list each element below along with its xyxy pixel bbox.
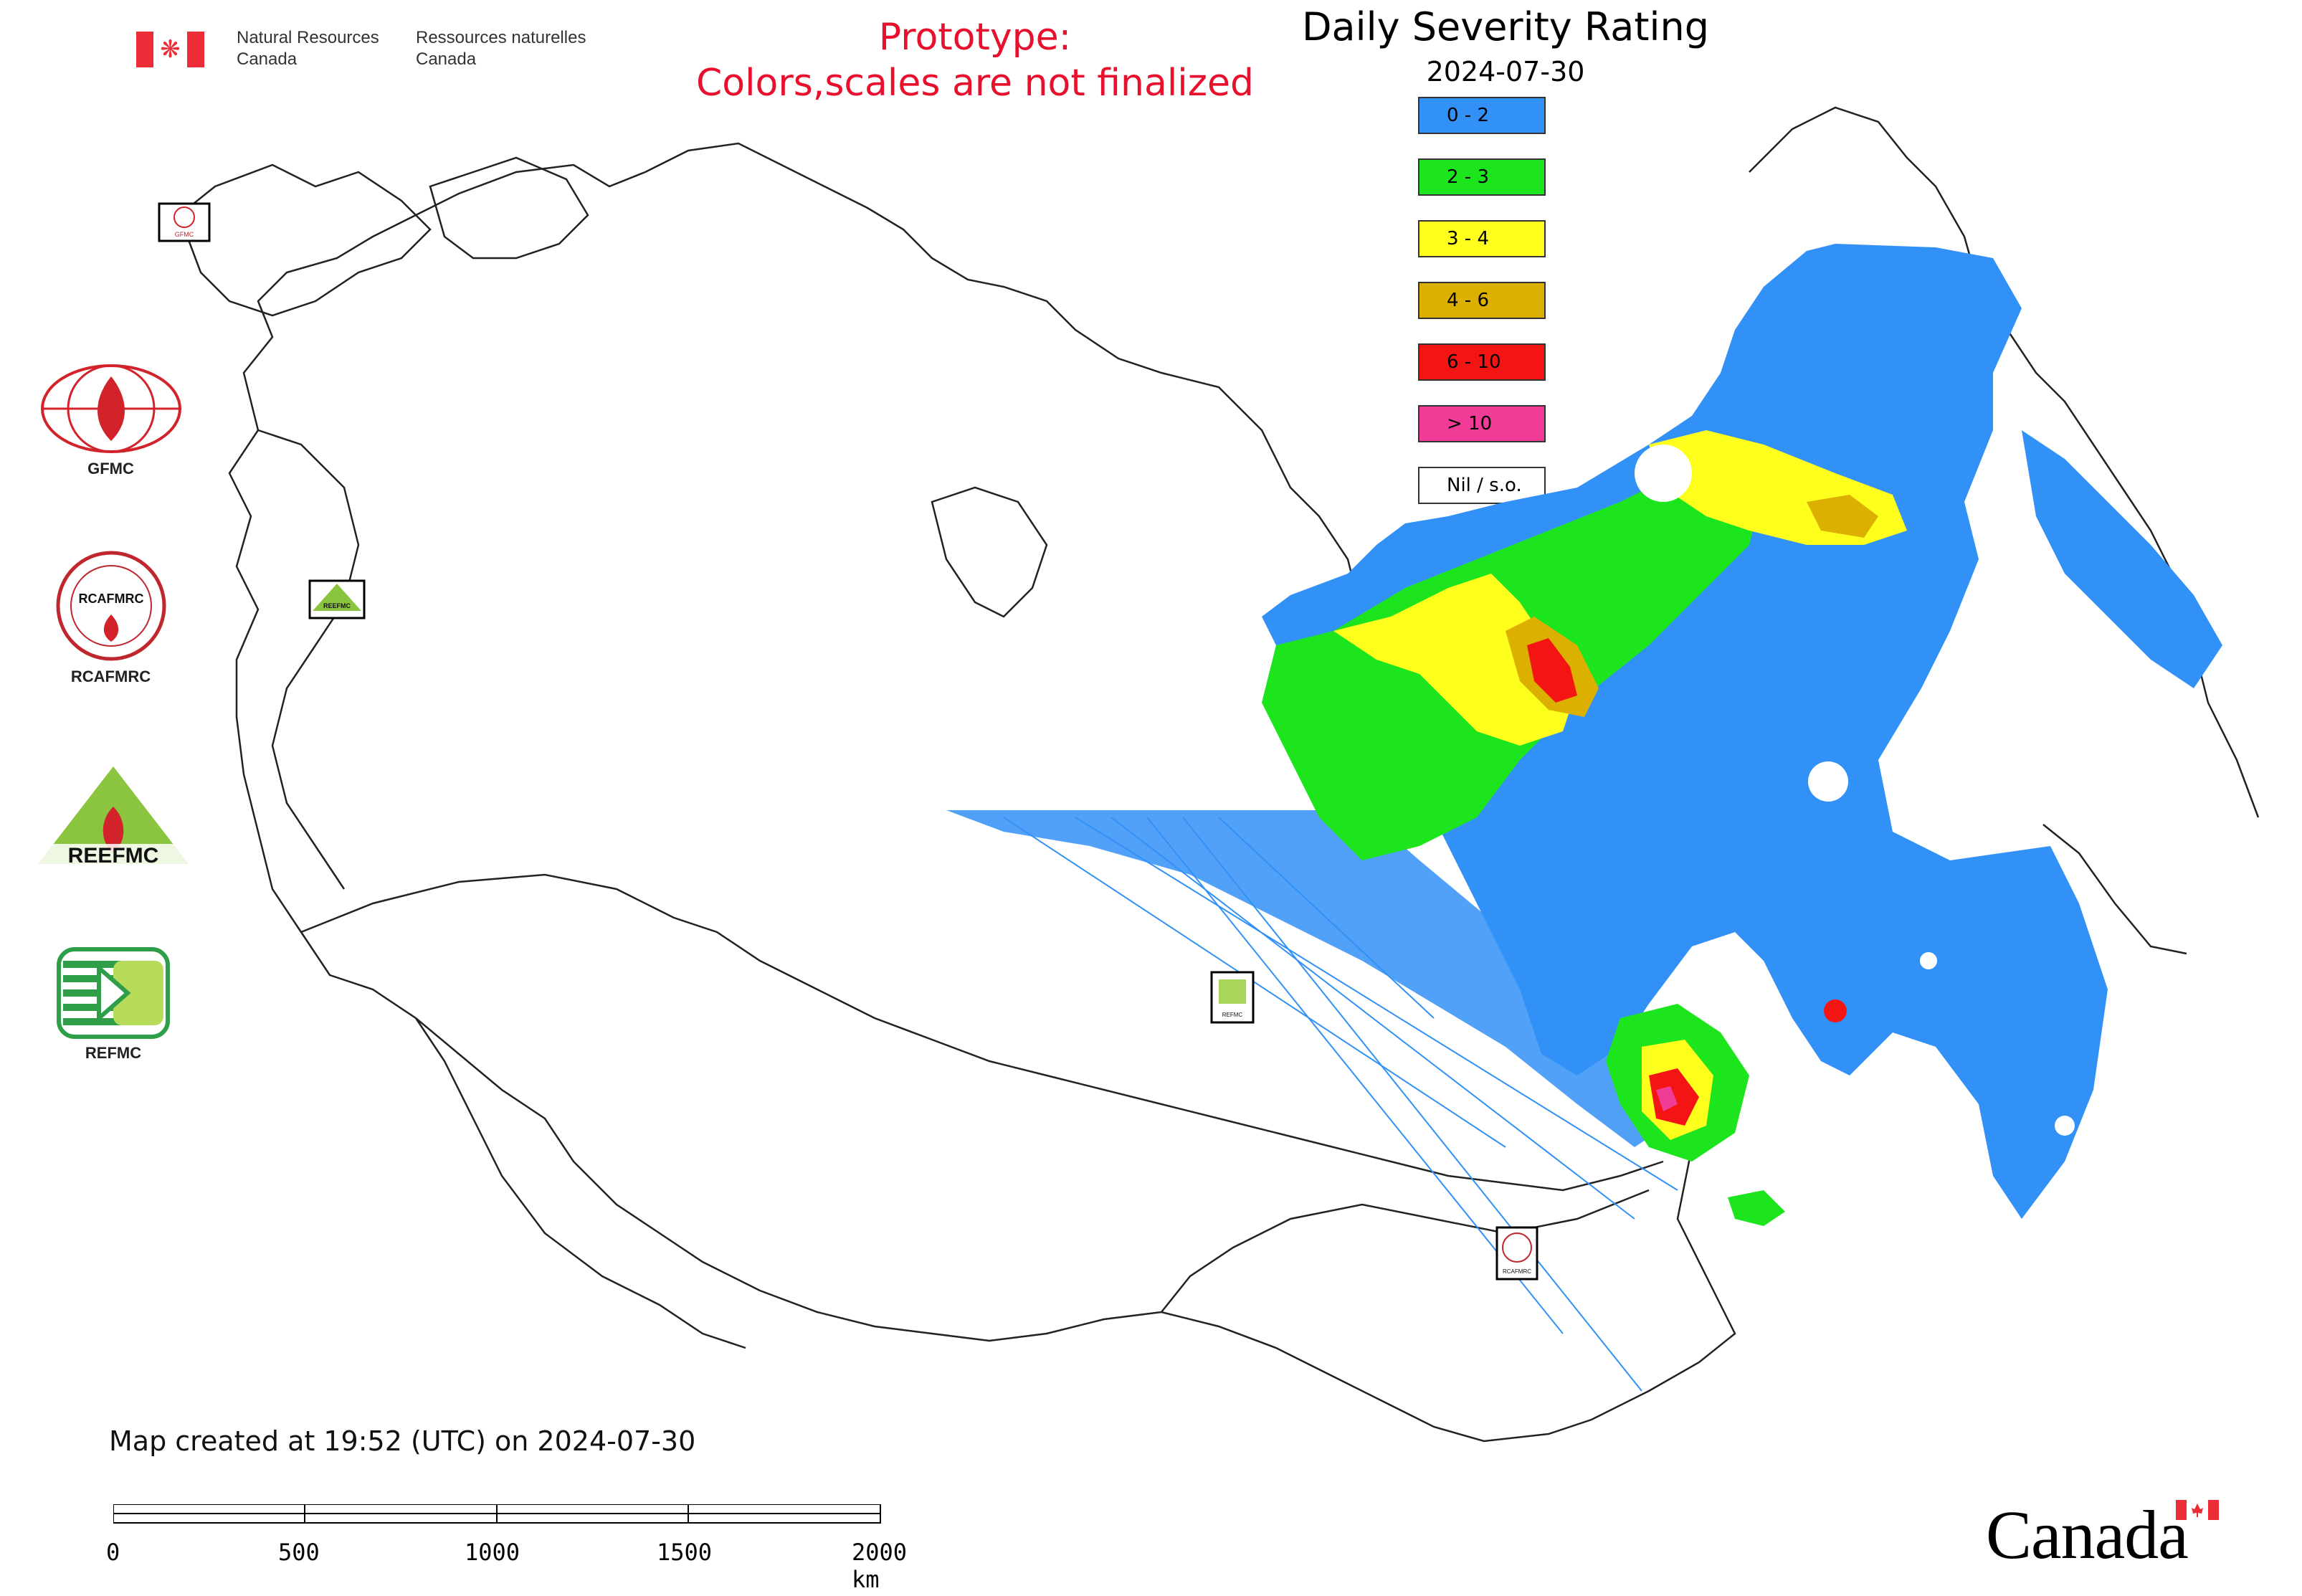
map-markers: GFMC REEFMC REFMC RCAFMRC bbox=[158, 202, 1538, 1281]
scale-label: 1500 bbox=[657, 1539, 713, 1566]
rcafmrc-marker-icon bbox=[1502, 1232, 1532, 1263]
refmc-emblem-icon bbox=[57, 947, 170, 1039]
severity-raster bbox=[946, 244, 2222, 1392]
scale-label: 1000 bbox=[465, 1539, 520, 1566]
legend-item: 4 - 6 bbox=[1418, 282, 1546, 319]
scale-bar-graphic bbox=[113, 1504, 881, 1524]
legend-item: 6 - 10 bbox=[1418, 343, 1546, 381]
gfmc-emblem-icon bbox=[40, 364, 181, 453]
refmc-marker-icon bbox=[1219, 979, 1246, 1004]
legend-item: 0 - 2 bbox=[1418, 97, 1546, 134]
reefmc-emblem-icon: REEFMC bbox=[34, 766, 192, 868]
nrcan-header: ❋ Natural Resources Canada Ressources na… bbox=[136, 27, 588, 70]
svg-text:RCAFMRC: RCAFMRC bbox=[78, 592, 143, 606]
gfmc-marker-icon bbox=[173, 206, 195, 228]
prototype-notice: Prototype: Colors,scales are not finaliz… bbox=[695, 16, 1255, 105]
rcafmrc-marker-label: RCAFMRC bbox=[1503, 1268, 1531, 1275]
map-date: 2024-07-30 bbox=[1426, 56, 1585, 87]
legend: 0 - 2 2 - 3 3 - 4 4 - 6 6 - 10 > 10 Nil … bbox=[1418, 97, 1546, 528]
gfmc-marker bbox=[158, 202, 211, 242]
reefmc-logo: REEFMC bbox=[34, 764, 192, 875]
scale-bar: 0 500 1000 1500 2000 km bbox=[106, 1504, 907, 1593]
rcafmrc-logo: RCAFMRC RCAFMRC bbox=[52, 548, 170, 686]
legend-item: Nil / s.o. bbox=[1418, 467, 1546, 504]
svg-text:REEFMC: REEFMC bbox=[68, 844, 159, 868]
map-created-caption: Map created at 19:52 (UTC) on 2024-07-30 bbox=[109, 1425, 696, 1457]
rcafmrc-emblem-icon: RCAFMRC bbox=[56, 551, 166, 661]
refmc-marker-label: REFMC bbox=[1222, 1012, 1243, 1018]
map-title: Daily Severity Rating bbox=[1301, 4, 1710, 49]
gfmc-marker-label: GFMC bbox=[175, 231, 194, 238]
reefmc-marker-label: REEFMC bbox=[323, 602, 351, 609]
agency-name-fr: Ressources naturelles Canada bbox=[416, 28, 586, 69]
scale-label: 2000 km bbox=[852, 1539, 908, 1593]
legend-item: 2 - 3 bbox=[1418, 158, 1546, 196]
refmc-logo: REFMC bbox=[56, 946, 171, 1063]
scale-label: 500 bbox=[278, 1539, 320, 1566]
scale-label: 0 bbox=[106, 1539, 120, 1566]
canada-wordmark: Canada bbox=[1986, 1496, 2189, 1573]
canada-flag-icon: ❋ bbox=[136, 32, 204, 67]
legend-item: 3 - 4 bbox=[1418, 220, 1546, 257]
gfmc-logo: GFMC bbox=[37, 362, 184, 478]
reefmc-marker-icon bbox=[313, 584, 361, 611]
wordmark-flag-icon bbox=[2176, 1500, 2219, 1520]
agency-name-en: Natural Resources Canada bbox=[237, 28, 379, 69]
legend-item: > 10 bbox=[1418, 405, 1546, 442]
